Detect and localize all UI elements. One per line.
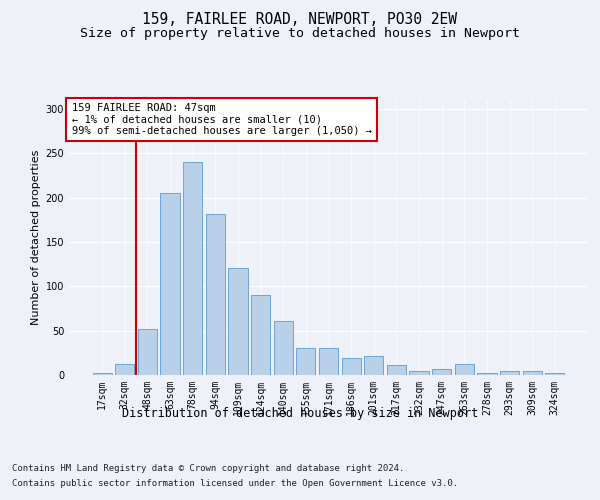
Text: Distribution of detached houses by size in Newport: Distribution of detached houses by size … (122, 408, 478, 420)
Text: Size of property relative to detached houses in Newport: Size of property relative to detached ho… (80, 28, 520, 40)
Bar (92, 373, 112, 375)
Bar (274, 321, 293, 375)
Bar (545, 373, 565, 375)
Bar (206, 214, 225, 375)
Text: 159 FAIRLEE ROAD: 47sqm
← 1% of detached houses are smaller (10)
99% of semi-det: 159 FAIRLEE ROAD: 47sqm ← 1% of detached… (71, 103, 371, 136)
Text: Contains public sector information licensed under the Open Government Licence v3: Contains public sector information licen… (12, 479, 458, 488)
Bar (229, 268, 248, 375)
Bar (296, 348, 316, 375)
Bar (500, 370, 519, 375)
Bar (319, 348, 338, 375)
Bar (341, 358, 361, 375)
Bar (183, 162, 202, 375)
Bar (138, 329, 157, 375)
Text: Contains HM Land Registry data © Crown copyright and database right 2024.: Contains HM Land Registry data © Crown c… (12, 464, 404, 473)
Bar (364, 356, 383, 375)
Bar (455, 364, 474, 375)
Y-axis label: Number of detached properties: Number of detached properties (31, 150, 41, 325)
Bar (523, 372, 542, 375)
Bar (160, 193, 180, 375)
Bar (477, 373, 497, 375)
Bar (251, 295, 270, 375)
Bar (387, 365, 406, 375)
Bar (115, 364, 134, 375)
Bar (432, 369, 451, 375)
Text: 159, FAIRLEE ROAD, NEWPORT, PO30 2EW: 159, FAIRLEE ROAD, NEWPORT, PO30 2EW (143, 12, 458, 28)
Bar (409, 370, 428, 375)
